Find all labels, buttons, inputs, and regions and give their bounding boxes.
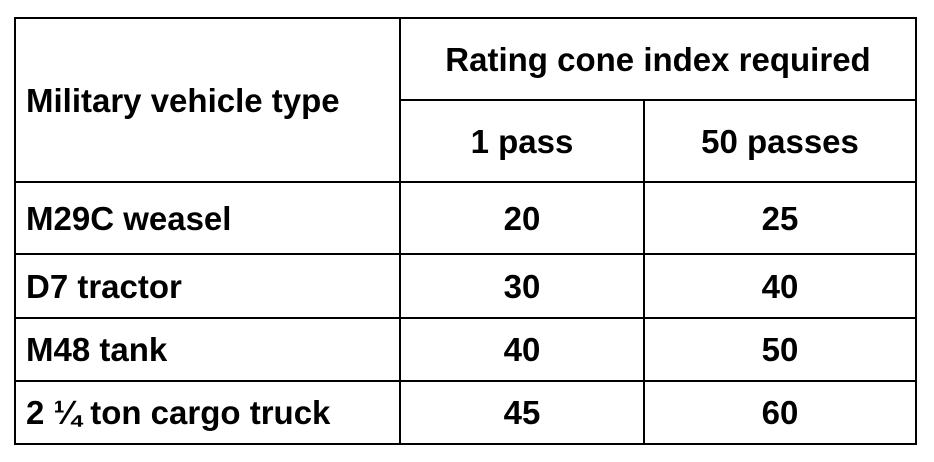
one-pass-cell: 45 [399, 380, 645, 445]
table-row: M48 tank 40 50 [14, 317, 918, 382]
header-row-top: Military vehicle type Rating cone index … [14, 17, 918, 183]
one-pass-header: 1 pass [399, 99, 645, 183]
table-row: M29C weasel 20 25 [14, 181, 918, 255]
one-pass-cell: 20 [399, 181, 645, 255]
vehicle-name-cell: D7 tractor [14, 253, 401, 319]
fifty-passes-cell: 50 [642, 317, 918, 382]
table-row: D7 tractor 30 40 [14, 253, 918, 319]
vehicle-name-cell: M29C weasel [14, 181, 401, 255]
table-body: M29C weasel 20 25 D7 tractor 30 40 M48 t… [14, 181, 918, 445]
vehicle-type-header: Military vehicle type [14, 17, 401, 183]
one-pass-cell: 30 [399, 253, 645, 319]
fifty-passes-cell: 40 [642, 253, 918, 319]
fifty-passes-cell: 60 [642, 380, 918, 445]
table-row: 2 ¼ ton cargo truck 45 60 [14, 380, 918, 445]
vehicle-name-cell: 2 ¼ ton cargo truck [14, 380, 401, 445]
rating-cone-index-header: Rating cone index required [398, 17, 918, 101]
one-pass-cell: 40 [399, 317, 645, 382]
fifty-passes-header: 50 passes [642, 99, 918, 183]
header-row-bottom: 1 pass 50 passes [15, 99, 918, 183]
vehicle-cone-index-table: Military vehicle type Rating cone index … [14, 17, 918, 445]
table-header: Military vehicle type Rating cone index … [14, 17, 918, 183]
vehicle-name-cell: M48 tank [14, 317, 401, 382]
fifty-passes-cell: 25 [642, 181, 918, 255]
